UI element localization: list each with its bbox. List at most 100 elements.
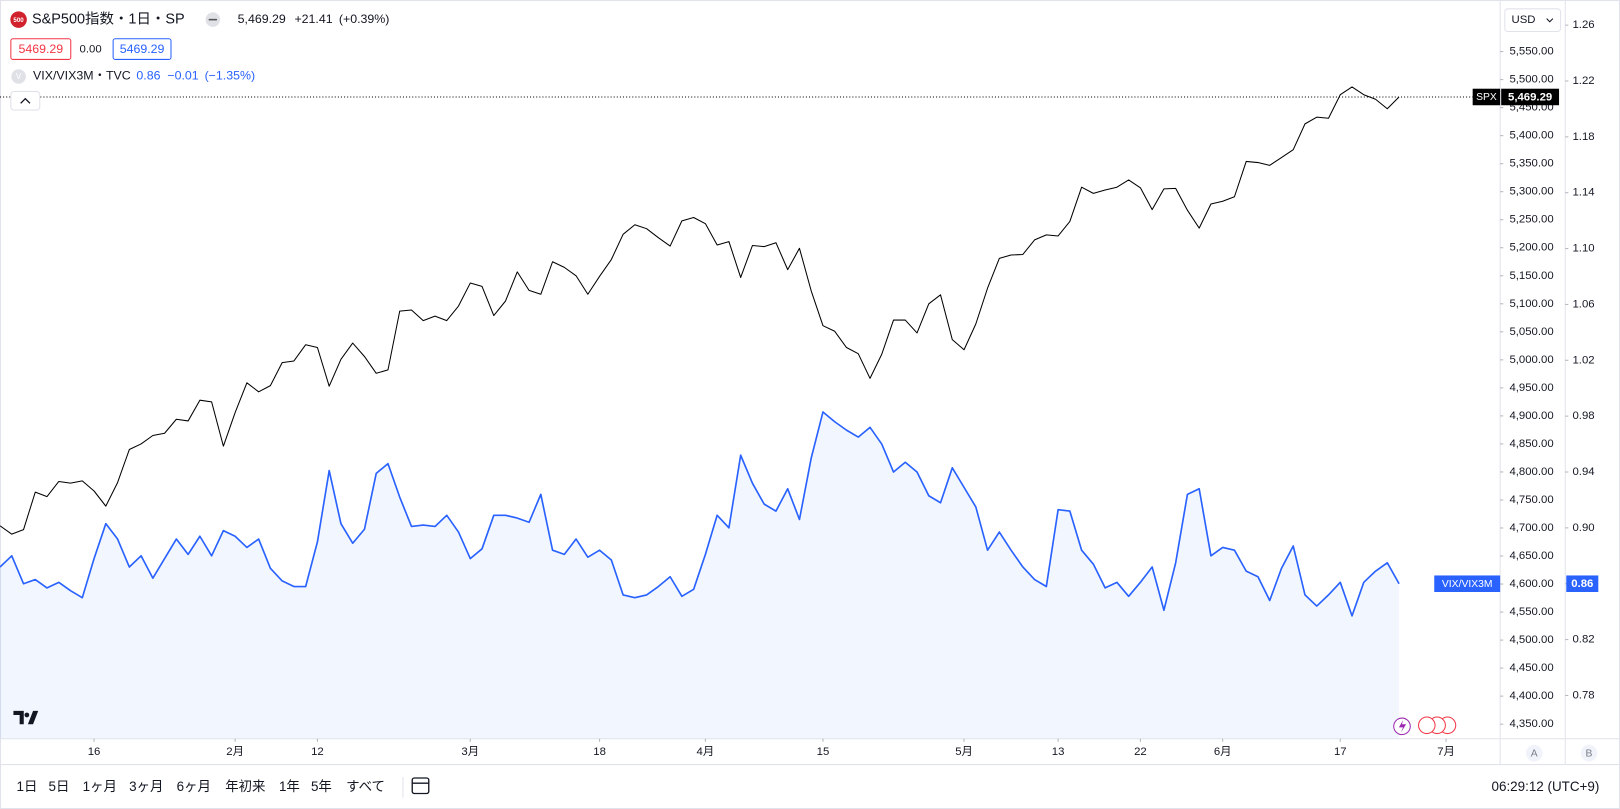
y2-tick-label: 0.82 bbox=[1572, 634, 1594, 646]
y-tick-label: 5,200.00 bbox=[1509, 242, 1553, 254]
y-tick-label: 4,600.00 bbox=[1509, 578, 1553, 590]
series-area bbox=[0, 411, 1400, 739]
dropdown-icon bbox=[1546, 18, 1554, 23]
y-tick-label: 5,400.00 bbox=[1509, 130, 1553, 142]
flag-icon[interactable] bbox=[1418, 716, 1436, 735]
y-tick-label: 4,700.00 bbox=[1509, 522, 1553, 534]
range-button[interactable]: 6ヶ月 bbox=[177, 779, 211, 794]
symbol-title[interactable]: S&P500指数・1日・SP bbox=[32, 10, 185, 27]
last-value-tag bbox=[1501, 88, 1560, 106]
y2-tick-label: 1.14 bbox=[1572, 187, 1594, 199]
y2-tick-label: 1.22 bbox=[1572, 75, 1594, 87]
y-tick-label: 5,250.00 bbox=[1509, 214, 1553, 226]
x-tick-label: 16 bbox=[88, 746, 101, 758]
x-tick-label: 12 bbox=[311, 746, 324, 758]
y-tick-label: 5,350.00 bbox=[1509, 158, 1553, 170]
y-tick-label: 5,500.00 bbox=[1509, 74, 1553, 86]
symbol-icon bbox=[10, 11, 27, 28]
x-tick-label: 7月 bbox=[1437, 746, 1455, 758]
change: +21.41 bbox=[294, 12, 332, 26]
logo bbox=[13, 710, 39, 725]
ask-box[interactable] bbox=[112, 38, 172, 60]
y2-tick-label: 0.90 bbox=[1572, 522, 1594, 534]
x-tick-label: 13 bbox=[1052, 746, 1065, 758]
compare-change-pct: (−1.35%) bbox=[205, 69, 256, 83]
y-tick-label: 4,350.00 bbox=[1509, 718, 1553, 730]
price: 5,469.29 bbox=[238, 12, 286, 26]
range-button[interactable]: 1日 bbox=[17, 779, 38, 794]
logo-dot bbox=[24, 712, 30, 718]
range-button[interactable]: 1年 bbox=[279, 779, 300, 794]
change-pct: (+0.39%) bbox=[339, 12, 390, 26]
series-name: VIX/VIX3M bbox=[1442, 579, 1493, 590]
series-line bbox=[0, 86, 1400, 535]
symbol-icon-text: 500 bbox=[13, 17, 24, 24]
clock: 06:29:12 (UTC+9) bbox=[1492, 779, 1600, 794]
bid: 5469.29 bbox=[18, 42, 63, 56]
y-tick-label: 4,400.00 bbox=[1509, 690, 1553, 702]
x-tick-label: 4月 bbox=[697, 746, 715, 758]
collapse-button[interactable] bbox=[10, 90, 41, 111]
y-tick-label: 4,750.00 bbox=[1509, 494, 1553, 506]
x-tick-label: 22 bbox=[1134, 746, 1147, 758]
x-tick-label: 2月 bbox=[226, 746, 244, 758]
y-tick-label: 4,450.00 bbox=[1509, 662, 1553, 674]
range-button[interactable]: すべて bbox=[346, 779, 385, 794]
plot-area bbox=[0, 86, 1501, 739]
collapse-icon bbox=[20, 97, 31, 104]
y-tick-label: 4,500.00 bbox=[1509, 634, 1553, 646]
range-button[interactable]: 1ヶ月 bbox=[83, 779, 117, 794]
compare-change: −0.01 bbox=[167, 69, 198, 83]
bid-box[interactable] bbox=[10, 38, 72, 60]
range-button[interactable]: 5日 bbox=[49, 779, 70, 794]
range-button[interactable]: 年初来 bbox=[225, 779, 265, 794]
range-button[interactable]: 3ヶ月 bbox=[129, 779, 163, 794]
compare-icon bbox=[11, 69, 26, 84]
y2-tick-label: 0.94 bbox=[1572, 466, 1594, 478]
y-tick-label: 5,150.00 bbox=[1509, 270, 1553, 282]
scale-button-label: B bbox=[1586, 748, 1593, 759]
spread: 0.00 bbox=[80, 44, 102, 56]
series-name-tag bbox=[1434, 575, 1501, 592]
y2-tick-label: 0.98 bbox=[1572, 410, 1594, 422]
x-tick-label: 6月 bbox=[1214, 746, 1232, 758]
y2-tick-label: 0.78 bbox=[1572, 689, 1594, 701]
y2-tick-label: 1.18 bbox=[1572, 131, 1594, 143]
compare-icon-text: V bbox=[16, 72, 22, 81]
y-tick-label: 4,850.00 bbox=[1509, 438, 1553, 450]
scale-button[interactable] bbox=[1525, 744, 1543, 762]
scale-button-label: A bbox=[1531, 748, 1538, 759]
last-value: 0.86 bbox=[1571, 578, 1593, 590]
y2-tick-label: 1.26 bbox=[1572, 19, 1594, 31]
y-tick-label: 4,550.00 bbox=[1509, 606, 1553, 618]
y-tick-label: 5,050.00 bbox=[1509, 326, 1553, 338]
y-tick-label: 5,550.00 bbox=[1509, 46, 1553, 58]
x-tick-label: 3月 bbox=[461, 746, 479, 758]
last-value-tag bbox=[1566, 575, 1599, 592]
last-value: 5,469.29 bbox=[1508, 91, 1552, 103]
y2-tick-label: 1.06 bbox=[1572, 298, 1594, 310]
x-tick-label: 17 bbox=[1334, 746, 1347, 758]
currency: USD bbox=[1512, 14, 1536, 26]
range-button[interactable]: 5年 bbox=[311, 779, 332, 794]
y2-tick-label: 1.10 bbox=[1572, 243, 1594, 255]
scale-button[interactable] bbox=[1580, 744, 1598, 762]
compare-price: 0.86 bbox=[136, 69, 160, 83]
currency-select[interactable] bbox=[1504, 8, 1562, 33]
events-bolt bbox=[1398, 720, 1407, 733]
x-tick-label: 5月 bbox=[955, 746, 973, 758]
toolbar: 1日 5日 1ヶ月 3ヶ月 6ヶ月 年初来 1年 5年 すべて A B bbox=[17, 744, 1598, 794]
y-tick-label: 4,950.00 bbox=[1509, 382, 1553, 394]
x-tick-label: 15 bbox=[817, 746, 830, 758]
calendar-icon[interactable] bbox=[411, 777, 430, 795]
y-tick-label: 5,100.00 bbox=[1509, 298, 1553, 310]
y-tick-label: 4,800.00 bbox=[1509, 466, 1553, 478]
x-tick-label: 18 bbox=[593, 746, 606, 758]
compare-title[interactable]: VIX/VIX3M・TVC bbox=[33, 69, 131, 83]
y-tick-label: 5,000.00 bbox=[1509, 354, 1553, 366]
y-tick-label: 5,300.00 bbox=[1509, 186, 1553, 198]
y2-tick-label: 1.02 bbox=[1572, 354, 1594, 366]
y-tick-label: 4,900.00 bbox=[1509, 410, 1553, 422]
